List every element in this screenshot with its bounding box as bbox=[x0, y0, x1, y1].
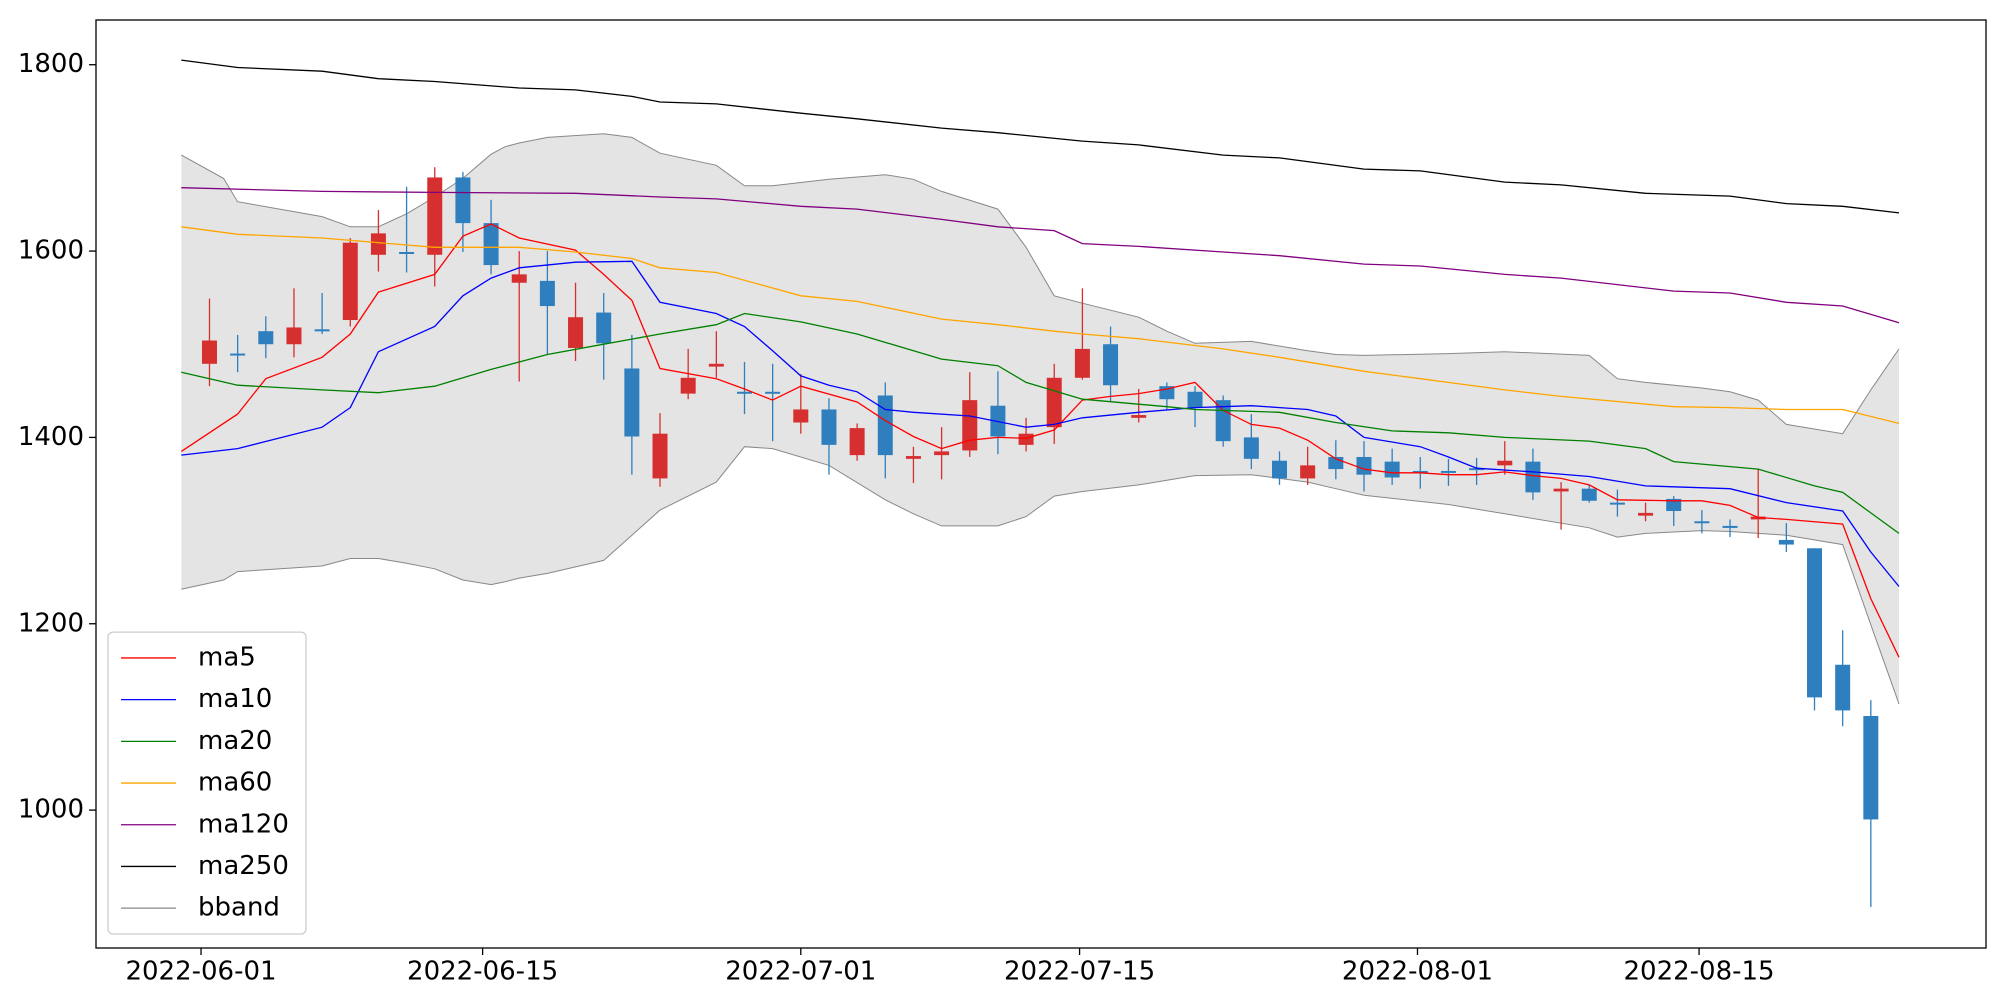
ma-line bbox=[180, 223, 1900, 658]
candle-body bbox=[1356, 456, 1372, 475]
legend-label: bband bbox=[198, 893, 280, 923]
legend-label: ma60 bbox=[198, 768, 272, 798]
candle-body bbox=[1497, 460, 1513, 466]
legend-label: ma120 bbox=[198, 809, 289, 839]
x-tick-label: 2022-08-01 bbox=[1342, 957, 1493, 987]
candle-body bbox=[1722, 525, 1738, 528]
legend-label: ma5 bbox=[198, 642, 256, 672]
candle-body bbox=[1243, 437, 1259, 459]
candle-body bbox=[568, 317, 584, 348]
candle-body bbox=[680, 377, 696, 394]
legend-label: ma20 bbox=[198, 726, 272, 756]
candle-body bbox=[1581, 488, 1597, 501]
plot-frame bbox=[95, 19, 1987, 949]
ma-line bbox=[181, 260, 1900, 587]
candle-body bbox=[877, 395, 893, 456]
candle-body bbox=[342, 242, 358, 321]
candle-body bbox=[399, 252, 415, 254]
candle-body bbox=[1103, 344, 1119, 386]
x-tick-label: 2022-07-01 bbox=[725, 957, 876, 987]
candle-body bbox=[962, 400, 978, 451]
x-tick-label: 2022-06-01 bbox=[125, 957, 276, 987]
candle-body bbox=[708, 363, 724, 367]
ma-line bbox=[181, 187, 1900, 324]
candle-body bbox=[511, 274, 527, 283]
candle-body bbox=[1863, 716, 1879, 820]
candle-body bbox=[1440, 470, 1456, 473]
y-tick-label: 1400 bbox=[18, 422, 84, 452]
candle-body bbox=[1609, 502, 1625, 505]
candle-body bbox=[1412, 470, 1428, 473]
candle-body bbox=[286, 327, 302, 345]
candle-body bbox=[793, 409, 809, 423]
candle-body bbox=[201, 340, 217, 364]
y-tick-label: 1800 bbox=[18, 49, 84, 79]
candle-body bbox=[1638, 512, 1654, 516]
x-tick-label: 2022-08-15 bbox=[1624, 957, 1775, 987]
candle-body bbox=[1694, 521, 1710, 524]
candle-body bbox=[427, 177, 443, 255]
x-tick-label: 2022-06-15 bbox=[407, 957, 558, 987]
x-tick-label: 2022-07-15 bbox=[1004, 957, 1155, 987]
legend-box bbox=[107, 631, 307, 935]
ma-line bbox=[181, 312, 1900, 534]
candle-body bbox=[483, 223, 499, 266]
candle-body bbox=[314, 329, 330, 332]
candle-body bbox=[596, 312, 612, 344]
candle-body bbox=[1778, 539, 1794, 545]
y-tick-label: 1000 bbox=[18, 795, 84, 825]
band-upper bbox=[181, 133, 1900, 435]
candle-body bbox=[455, 177, 471, 224]
candle-body bbox=[652, 433, 668, 479]
candle-body bbox=[230, 353, 246, 356]
candle-body bbox=[1666, 498, 1682, 512]
candle-body bbox=[624, 368, 640, 437]
candle-body bbox=[1300, 465, 1316, 479]
candle-body bbox=[736, 391, 752, 394]
y-tick-label: 1200 bbox=[18, 608, 84, 638]
legend-label: ma250 bbox=[198, 851, 289, 881]
band-lower bbox=[181, 446, 1900, 705]
candle-body bbox=[1272, 460, 1288, 479]
candle-body bbox=[1807, 548, 1823, 698]
ma-line bbox=[181, 226, 1900, 425]
legend-label: ma10 bbox=[198, 684, 272, 714]
candle-body bbox=[1525, 461, 1541, 493]
candle-body bbox=[1018, 433, 1034, 445]
candle-body bbox=[765, 391, 781, 394]
candle-body bbox=[934, 451, 950, 456]
candle-body bbox=[370, 233, 386, 255]
candle-body bbox=[1074, 348, 1090, 378]
band-fill bbox=[181, 133, 1899, 704]
candle-body bbox=[1046, 377, 1062, 428]
candle-body bbox=[539, 280, 555, 307]
candle-body bbox=[1553, 488, 1569, 492]
candle-body bbox=[1835, 664, 1851, 711]
candle-body bbox=[1131, 415, 1147, 418]
candle-body bbox=[905, 456, 921, 459]
ma-line bbox=[181, 59, 1900, 214]
candle-body bbox=[1384, 461, 1400, 478]
candle-body bbox=[1187, 391, 1203, 408]
candle-body bbox=[1469, 468, 1485, 471]
candle-body bbox=[821, 409, 837, 445]
candle-body bbox=[258, 331, 274, 345]
y-tick-label: 1600 bbox=[18, 236, 84, 266]
candle-body bbox=[849, 428, 865, 456]
